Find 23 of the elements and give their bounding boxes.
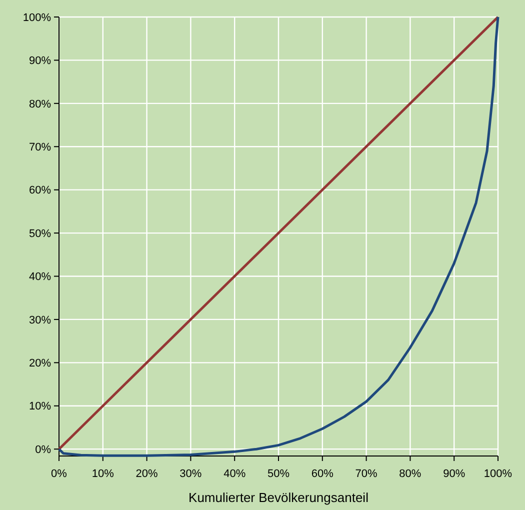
y-tick-label: 0%	[35, 444, 52, 456]
x-axis-title: Kumulierter Bevölkerungsanteil	[188, 490, 369, 505]
y-tick-label: 100%	[22, 12, 52, 24]
x-tick-label: 40%	[224, 468, 246, 480]
x-tick-label: 100%	[484, 468, 512, 480]
x-tick-label: 80%	[399, 468, 422, 480]
x-tick-label: 30%	[180, 468, 202, 480]
x-tick-label: 90%	[443, 468, 466, 480]
x-tick-label: 20%	[136, 468, 158, 480]
y-tick-label: 40%	[28, 271, 52, 284]
x-tick-label: 50%	[267, 468, 290, 480]
y-tick-label: 20%	[28, 358, 52, 370]
y-tick-label: 50%	[28, 228, 52, 240]
y-tick-label: 30%	[28, 314, 52, 326]
y-tick-label: 10%	[28, 400, 52, 413]
x-tick-label: 70%	[355, 468, 378, 480]
x-tick-label: 10%	[92, 468, 114, 480]
x-tick-label: 60%	[311, 468, 334, 480]
y-tick-label: 60%	[28, 184, 52, 197]
y-tick-label: 80%	[28, 98, 52, 110]
y-tick-label: 90%	[28, 55, 52, 68]
x-tick-label: 0%	[51, 468, 68, 480]
y-tick-label: 70%	[28, 141, 52, 154]
